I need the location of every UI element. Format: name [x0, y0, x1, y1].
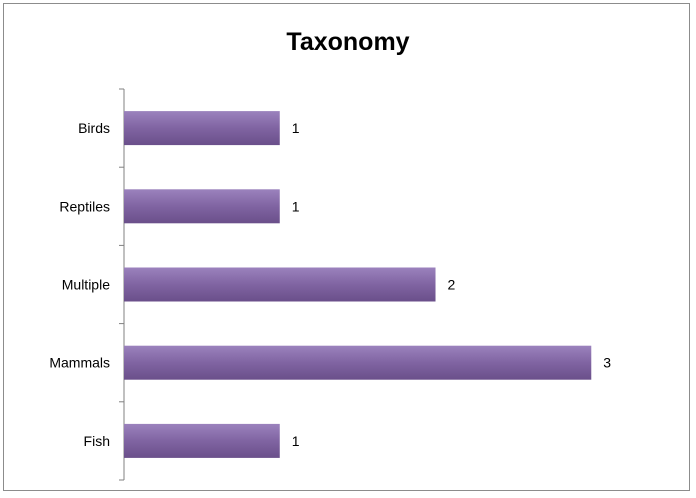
chart-title: Taxonomy: [286, 28, 410, 56]
data-label: 1: [292, 120, 300, 136]
bar-birds: [124, 111, 280, 146]
bar-mammals: [124, 345, 592, 380]
data-label: 3: [603, 355, 611, 371]
category-label: Fish: [84, 433, 110, 449]
data-label: 1: [292, 433, 300, 449]
category-label: Multiple: [62, 277, 110, 293]
bar-multiple: [124, 267, 436, 302]
data-label: 2: [448, 277, 456, 293]
bar-fish: [124, 423, 280, 458]
chart-frame: [3, 3, 690, 491]
category-label: Reptiles: [59, 198, 110, 214]
data-label: 1: [292, 198, 300, 214]
category-label: Birds: [78, 120, 110, 136]
category-label: Mammals: [49, 355, 110, 371]
bar-reptiles: [124, 189, 280, 224]
